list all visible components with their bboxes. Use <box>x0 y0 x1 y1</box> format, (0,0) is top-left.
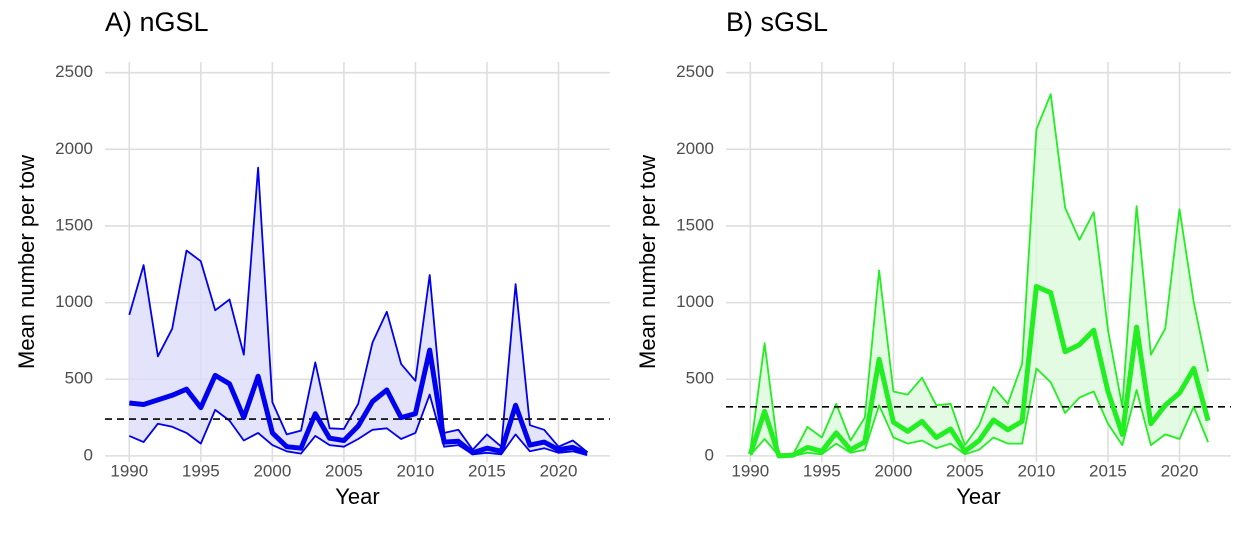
x-tick-label: 2000 <box>874 461 912 480</box>
y-tick-label: 1000 <box>676 292 714 311</box>
panel-title: A) nGSL <box>105 7 209 37</box>
confidence-band <box>750 94 1209 456</box>
lower-line <box>749 367 1209 457</box>
upper-line <box>749 93 1209 457</box>
panel-title: B) sGSL <box>726 7 828 37</box>
x-tick-label: 2000 <box>253 461 291 480</box>
x-axis-title: Year <box>956 484 1000 509</box>
lower-line <box>128 393 588 456</box>
y-axis-title: Mean number per tow <box>635 155 660 369</box>
x-tick-label: 2020 <box>1161 461 1199 480</box>
x-tick-label: 1990 <box>731 461 769 480</box>
y-tick-label: 2000 <box>676 139 714 158</box>
x-axis-title: Year <box>335 484 379 509</box>
y-tick-label: 0 <box>705 445 714 464</box>
y-tick-label: 500 <box>65 369 93 388</box>
y-tick-label: 2500 <box>676 62 714 81</box>
x-tick-label: 2005 <box>946 461 984 480</box>
y-axis-title: Mean number per tow <box>14 155 39 369</box>
y-tick-label: 1000 <box>55 292 93 311</box>
x-tick-label: 2005 <box>325 461 363 480</box>
confidence-band <box>129 167 588 456</box>
y-tick-label: 500 <box>686 369 714 388</box>
y-tick-label: 0 <box>84 445 93 464</box>
x-tick-label: 2010 <box>397 461 435 480</box>
x-tick-label: 2020 <box>540 461 578 480</box>
x-tick-label: 2010 <box>1018 461 1056 480</box>
mean-line <box>129 347 589 456</box>
y-tick-label: 2500 <box>55 62 93 81</box>
mean-line <box>747 284 1211 459</box>
y-tick-label: 2000 <box>55 139 93 158</box>
x-tick-label: 1995 <box>803 461 841 480</box>
x-tick-label: 1995 <box>182 461 220 480</box>
x-tick-label: 2015 <box>468 461 506 480</box>
y-tick-label: 1500 <box>676 215 714 234</box>
x-tick-label: 1990 <box>110 461 148 480</box>
y-tick-label: 1500 <box>55 215 93 234</box>
x-tick-label: 2015 <box>1089 461 1127 480</box>
upper-line <box>128 166 588 453</box>
